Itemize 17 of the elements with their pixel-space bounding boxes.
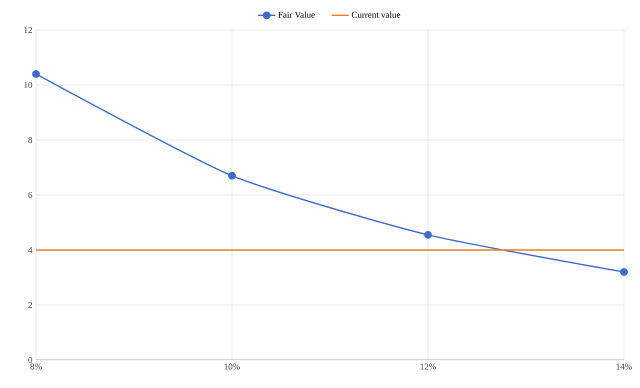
x-tick-label: 12% [420, 364, 436, 370]
x-tick-label: 8% [30, 364, 42, 370]
y-tick-label: 0 [28, 356, 32, 364]
y-tick-label: 6 [28, 192, 32, 198]
legend-label: Current value [352, 12, 400, 18]
y-tick-label: 10 [24, 82, 32, 88]
point [32, 70, 40, 78]
legend-label: Fair Value [278, 12, 315, 18]
y-tick-label: 2 [28, 302, 32, 308]
point [228, 172, 236, 180]
y-tick-label: 12 [24, 27, 32, 33]
y-tick-label: 8 [28, 136, 32, 144]
point [424, 230, 432, 239]
y-tick-label: 4 [28, 247, 32, 253]
x-tick-label: 10% [224, 364, 240, 370]
point [620, 268, 628, 276]
x-tick-label: 14% [616, 364, 632, 370]
